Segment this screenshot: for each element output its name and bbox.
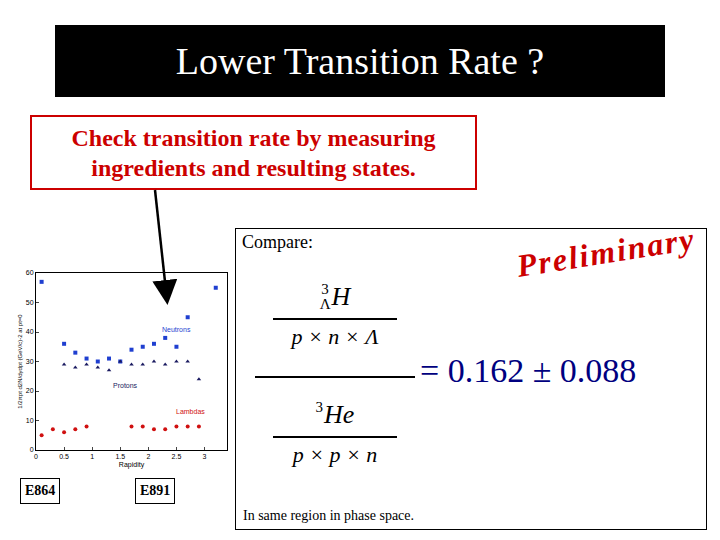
svg-text:1: 1 <box>90 453 94 460</box>
svg-text:10: 10 <box>26 417 34 424</box>
html-text:= 0.162 ± 0.088: = 0.162 ± 0.088 <box>420 352 637 389</box>
html-text:p × n × Λ: p × n × Λ <box>291 324 379 349</box>
svg-text:0: 0 <box>30 446 34 453</box>
svg-text:50: 50 <box>26 299 34 306</box>
svg-text:20: 20 <box>26 387 34 394</box>
html-text:p × p × n: p × p × n <box>292 442 378 467</box>
html-text:ingredients and resulting stat: ingredients and resulting states. <box>91 154 416 181</box>
html-text:Lower Transition Rate ?: Lower Transition Rate ? <box>175 40 545 82</box>
html-text:ΛH: ΛH <box>319 282 351 312</box>
html-text:3: 3 <box>321 281 329 297</box>
html-text:E864: E864 <box>25 483 56 498</box>
svg-text:60: 60 <box>26 269 34 276</box>
html-text:In same region in phase space.: In same region in phase space. <box>243 508 415 523</box>
html-text:3He: 3He <box>315 399 355 429</box>
svg-text:Rapidity: Rapidity <box>119 461 145 469</box>
svg-text:1.5: 1.5 <box>115 453 125 460</box>
svg-text:3: 3 <box>203 453 207 460</box>
svg-text:2.5: 2.5 <box>172 453 182 460</box>
svg-text:Protons: Protons <box>113 382 138 389</box>
svg-text:0.5: 0.5 <box>59 453 69 460</box>
svg-text:1/2πpt d2N/dydpt (GeV/c)-2 at: 1/2πpt d2N/dydpt (GeV/c)-2 at pt=0 <box>17 314 23 409</box>
svg-text:Lambdas: Lambdas <box>176 408 205 415</box>
html-text:Check transition rate by measu: Check transition rate by measuring <box>71 124 436 151</box>
svg-text:Neutrons: Neutrons <box>162 326 191 333</box>
html-text:Compare:: Compare: <box>242 232 313 252</box>
svg-text:2: 2 <box>146 453 150 460</box>
svg-text:0: 0 <box>34 453 38 460</box>
svg-text:40: 40 <box>26 328 34 335</box>
html-text:Preliminary: Preliminary <box>514 220 698 284</box>
html-text:E891: E891 <box>140 483 171 498</box>
svg-text:30: 30 <box>26 358 34 365</box>
